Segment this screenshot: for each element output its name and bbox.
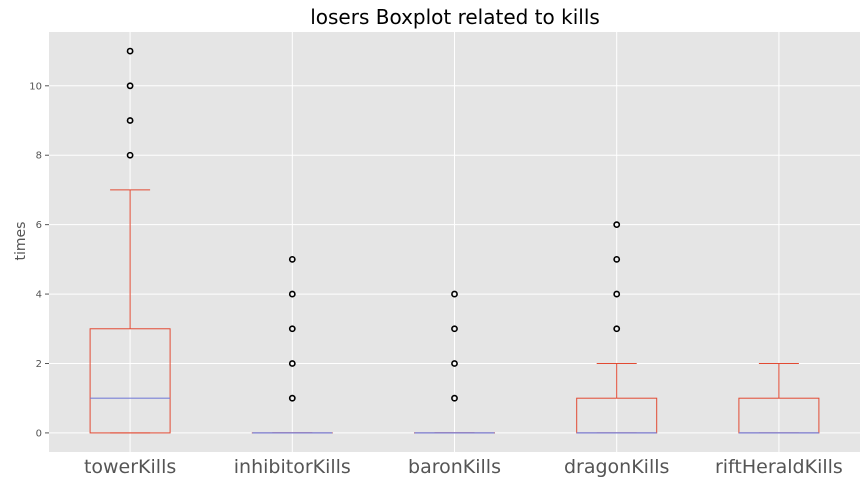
outlier-point: [288, 360, 296, 367]
y-tick-label: 6: [36, 220, 42, 231]
y-tick-label: 4: [36, 290, 42, 301]
outlier-point: [613, 255, 621, 263]
x-tick-label: riftHeraldKills: [715, 456, 843, 478]
x-tick-label: inhibitorKills: [234, 456, 351, 478]
outlier-point: [126, 117, 134, 124]
outlier-point: [288, 394, 296, 402]
outlier-point: [613, 325, 621, 333]
outlier-point: [288, 255, 296, 263]
outlier-point: [126, 82, 134, 90]
outlier-point: [451, 360, 458, 367]
chart-title: losers Boxplot related to kills: [310, 5, 600, 29]
box-towerKills: [89, 328, 171, 434]
x-tick-label: dragonKills: [564, 456, 669, 478]
y-tick-label: 2: [36, 359, 42, 370]
outlier-point: [613, 221, 621, 229]
outlier-point: [288, 290, 296, 298]
y-tick-label: 8: [36, 151, 42, 162]
y-axis-label: times: [13, 222, 29, 261]
y-tick-label: 0: [36, 428, 42, 439]
x-tick-label: towerKills: [84, 456, 176, 478]
outlier-point: [451, 325, 458, 333]
plot-area: 0 2 4 6 8 10 towerKills inhibitorKills baronKill…: [29, 32, 860, 478]
outlier-point: [451, 290, 458, 298]
outlier-point: [126, 47, 134, 55]
outlier-point: [288, 325, 296, 333]
x-tick-label: baronKills: [408, 456, 501, 478]
outlier-point: [126, 151, 134, 159]
outlier-point: [451, 394, 458, 402]
outlier-point: [613, 290, 621, 298]
y-tick-label: 10: [29, 81, 42, 92]
